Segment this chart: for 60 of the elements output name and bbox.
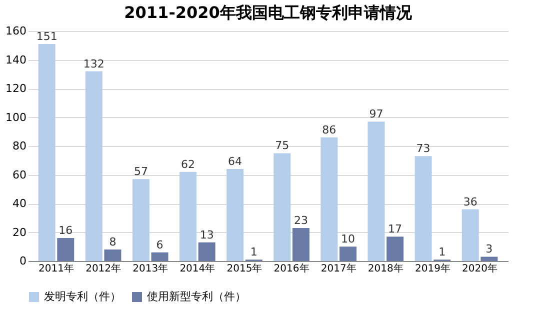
x-tick-label: 2019年 <box>414 262 450 274</box>
data-label: 10 <box>341 232 355 246</box>
bar <box>480 256 498 261</box>
bar <box>292 228 310 261</box>
data-label: 13 <box>200 228 214 242</box>
data-label: 73 <box>416 142 430 156</box>
x-tick-label: 2018年 <box>368 262 404 274</box>
x-tick-label: 2011年 <box>38 262 74 274</box>
data-label: 62 <box>181 158 195 171</box>
y-tick-label: 80 <box>12 140 26 152</box>
x-tick-label: 2016年 <box>274 262 310 274</box>
x-tick-label: 2012年 <box>86 262 122 274</box>
y-tick-label: 60 <box>12 168 26 182</box>
bar <box>414 156 432 261</box>
bar <box>462 209 479 261</box>
data-label: 97 <box>369 108 384 121</box>
y-tick-label: 0 <box>20 254 26 268</box>
bar <box>274 153 291 261</box>
x-tick-label: 2013年 <box>132 262 168 274</box>
bar <box>180 172 196 261</box>
bar <box>104 250 122 261</box>
data-label: 64 <box>228 155 242 168</box>
data-label: 16 <box>58 224 73 237</box>
data-label: 8 <box>109 236 116 248</box>
data-label: 86 <box>322 123 336 136</box>
data-label: 23 <box>294 214 308 227</box>
data-label: 75 <box>275 139 290 152</box>
data-label: 17 <box>388 222 402 236</box>
x-tick-label: 2014年 <box>180 262 216 274</box>
x-tick-label: 2020年 <box>462 262 498 274</box>
bar <box>85 71 102 261</box>
bar <box>386 236 404 261</box>
bar <box>38 44 56 261</box>
x-tick-label: 2015年 <box>226 262 262 274</box>
bar <box>368 122 385 261</box>
bar <box>320 137 338 261</box>
y-tick-label: 120 <box>6 82 26 95</box>
data-label: 36 <box>463 195 478 208</box>
bar <box>340 246 356 261</box>
y-tick-label: 20 <box>12 226 26 239</box>
y-tick-label: 140 <box>6 53 26 66</box>
data-label: 1 <box>438 246 446 259</box>
data-label: 1 <box>250 246 258 259</box>
bar <box>132 179 150 261</box>
x-tick-label: 2017年 <box>320 262 356 274</box>
bar <box>198 242 216 261</box>
legend-label: 使用新型专利（件） <box>147 290 246 303</box>
y-tick-label: 100 <box>6 110 26 124</box>
legend-label: 发明专利（件） <box>44 290 121 303</box>
chart-title: 2011-2020年我国电工钢专利申请情况 <box>124 3 413 22</box>
bar <box>57 238 74 261</box>
bar <box>226 169 244 261</box>
y-tick-label: 40 <box>12 197 26 210</box>
data-label: 57 <box>134 165 148 178</box>
data-label: 3 <box>486 242 493 256</box>
y-tick-label: 160 <box>6 24 26 38</box>
data-label: 151 <box>36 30 58 43</box>
bar <box>151 252 168 261</box>
data-label: 6 <box>156 238 164 252</box>
data-label: 132 <box>83 57 104 70</box>
